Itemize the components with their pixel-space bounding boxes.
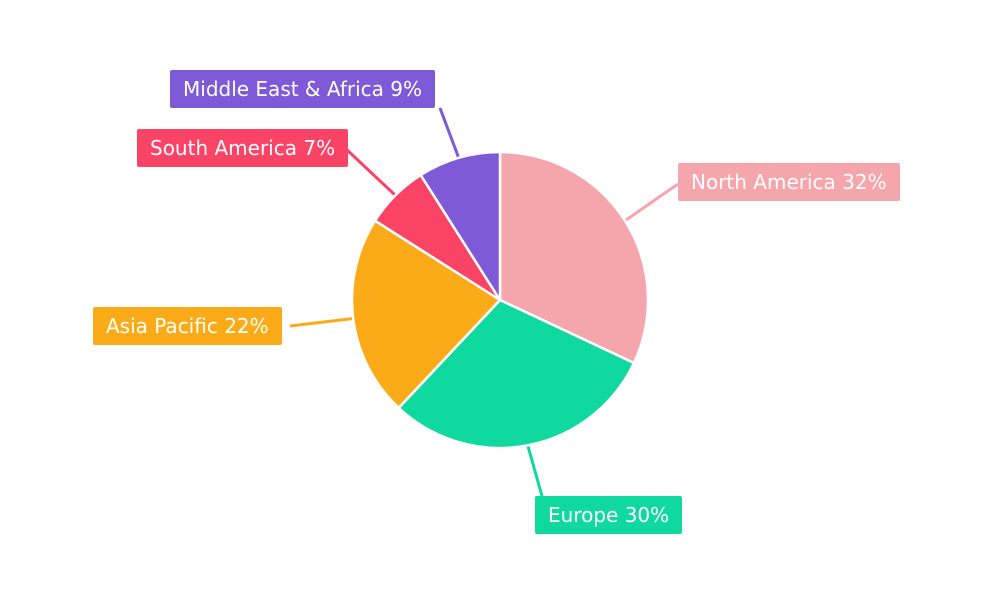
pie-slice-north-america (498, 150, 650, 365)
pie-slice-europe (397, 298, 636, 450)
slice-label-europe: Europe 30% (535, 496, 683, 534)
slice-label-middle-east-africa: Middle East & Africa 9% (170, 70, 436, 108)
pie-slice-middle-east-africa (419, 150, 502, 302)
leader-line (289, 317, 354, 328)
leader-line (343, 146, 397, 197)
leader-line (438, 107, 461, 159)
leader-line (624, 182, 679, 222)
slice-label-north-america: North America 32% (678, 163, 900, 201)
slice-label-south-america: South America 7% (137, 129, 349, 167)
slice-label-asia-pacific: Asia Pacific 22% (93, 307, 282, 345)
leader-line (526, 444, 544, 497)
pie-slice-asia-pacific (350, 219, 502, 410)
